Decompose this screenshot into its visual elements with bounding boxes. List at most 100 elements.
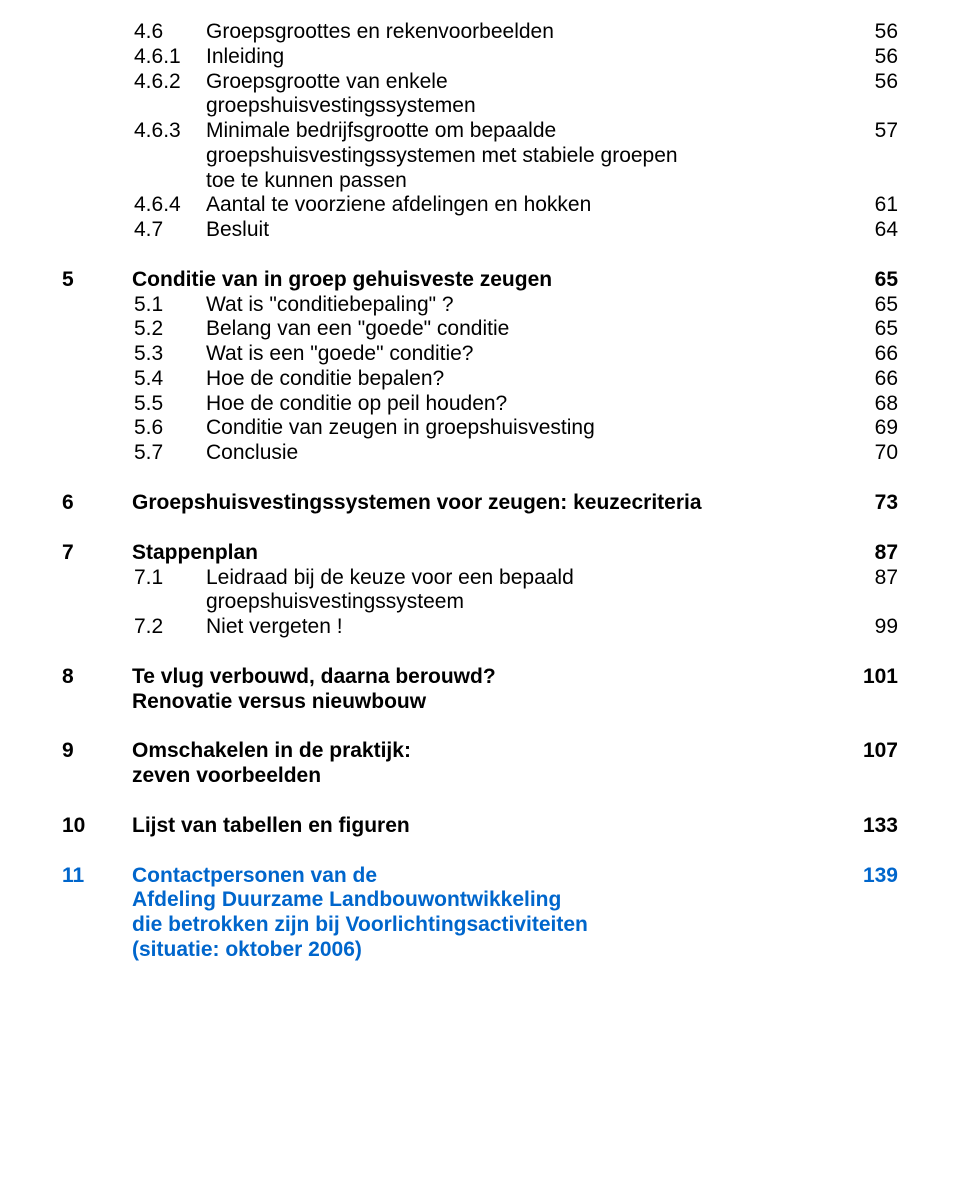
chapter-page: 107 xyxy=(856,739,898,764)
toc-chapter-cont: die betrokken zijn bij Voorlichtingsacti… xyxy=(62,913,898,938)
chapter-number: 5 xyxy=(62,268,132,293)
toc-entry: 5.5 Hoe de conditie op peil houden? 68 xyxy=(134,392,898,417)
entry-number: 4.6.2 xyxy=(134,70,206,95)
entry-number: 5.5 xyxy=(134,392,206,417)
toc-entry: 5.7 Conclusie 70 xyxy=(134,441,898,466)
toc-chapter: 7 Stappenplan 87 xyxy=(62,541,898,566)
chapter-number: 9 xyxy=(62,739,132,764)
chapter-title-cont: Afdeling Duurzame Landbouwontwikkeling xyxy=(132,888,856,913)
entry-number: 7.1 xyxy=(134,566,206,591)
toc-chapter: 8 Te vlug verbouwd, daarna berouwd? 101 xyxy=(62,665,898,690)
toc-entry-cont: groepshuisvestingssystemen met stabiele … xyxy=(134,144,898,169)
entry-title: Hoe de conditie bepalen? xyxy=(206,367,856,392)
entry-page: 56 xyxy=(856,70,898,95)
toc-entry: 4.6.1 Inleiding 56 xyxy=(134,45,898,70)
entry-title: Groepsgroottes en rekenvoorbeelden xyxy=(206,20,856,45)
entry-title: Niet vergeten ! xyxy=(206,615,856,640)
toc-entry: 5.3 Wat is een "goede" conditie? 66 xyxy=(134,342,898,367)
chapter-title: Lijst van tabellen en figuren xyxy=(132,814,856,839)
chapter-number: 7 xyxy=(62,541,132,566)
entry-title: Hoe de conditie op peil houden? xyxy=(206,392,856,417)
entry-title-cont: groepshuisvestingssysteem xyxy=(206,590,856,615)
chapter-title-cont: (situatie: oktober 2006) xyxy=(132,938,856,963)
entry-page: 56 xyxy=(856,20,898,45)
entry-number: 5.7 xyxy=(134,441,206,466)
entry-number: 5.4 xyxy=(134,367,206,392)
toc-entry: 4.6.4 Aantal te voorziene afdelingen en … xyxy=(134,193,898,218)
chapter-title-cont: Renovatie versus nieuwbouw xyxy=(132,690,856,715)
toc-entry: 5.4 Hoe de conditie bepalen? 66 xyxy=(134,367,898,392)
toc-entry: 7.2 Niet vergeten ! 99 xyxy=(134,615,898,640)
chapter-title-cont: zeven voorbeelden xyxy=(132,764,856,789)
chapter-title: Stappenplan xyxy=(132,541,856,566)
entry-number: 4.6 xyxy=(134,20,206,45)
entry-page: 56 xyxy=(856,45,898,70)
toc-entry-cont: groepshuisvestingssysteem xyxy=(134,590,898,615)
chapter-page: 73 xyxy=(856,491,898,516)
toc-entry: 4.6 Groepsgroottes en rekenvoorbeelden 5… xyxy=(134,20,898,45)
chapter-title: Conditie van in groep gehuisveste zeugen xyxy=(132,268,856,293)
chapter-page: 133 xyxy=(856,814,898,839)
entry-page: 61 xyxy=(856,193,898,218)
toc-entry: 7.1 Leidraad bij de keuze voor een bepaa… xyxy=(134,566,898,591)
entry-page: 57 xyxy=(856,119,898,144)
toc-chapter: 6 Groepshuisvestingssystemen voor zeugen… xyxy=(62,491,898,516)
entry-page: 65 xyxy=(856,293,898,318)
toc-chapter-cont: Afdeling Duurzame Landbouwontwikkeling xyxy=(62,888,898,913)
toc-entry: 4.7 Besluit 64 xyxy=(134,218,898,243)
toc-chapter: 5 Conditie van in groep gehuisveste zeug… xyxy=(62,268,898,293)
chapter-page: 101 xyxy=(856,665,898,690)
entry-title: Aantal te voorziene afdelingen en hokken xyxy=(206,193,856,218)
chapter-title: Contactpersonen van de xyxy=(132,864,856,889)
entry-title: Wat is een "goede" conditie? xyxy=(206,342,856,367)
chapter-number: 11 xyxy=(62,864,132,889)
entry-page: 69 xyxy=(856,416,898,441)
toc-entry-cont: toe te kunnen passen xyxy=(134,169,898,194)
entry-number: 4.6.1 xyxy=(134,45,206,70)
entry-title-cont: toe te kunnen passen xyxy=(206,169,856,194)
entry-page: 70 xyxy=(856,441,898,466)
chapter-page: 87 xyxy=(856,541,898,566)
entry-page: 68 xyxy=(856,392,898,417)
entry-title: Wat is "conditiebepaling" ? xyxy=(206,293,856,318)
toc-chapter-link[interactable]: 11 Contactpersonen van de 139 xyxy=(62,864,898,889)
chapter-page: 139 xyxy=(856,864,898,889)
entry-page: 66 xyxy=(856,342,898,367)
chapter-title: Omschakelen in de praktijk: xyxy=(132,739,856,764)
entry-page: 99 xyxy=(856,615,898,640)
entry-number: 5.1 xyxy=(134,293,206,318)
entry-title: Groepsgrootte van enkele xyxy=(206,70,856,95)
toc-entry: 5.2 Belang van een "goede" conditie 65 xyxy=(134,317,898,342)
toc-chapter-cont: zeven voorbeelden xyxy=(62,764,898,789)
toc-chapter: 9 Omschakelen in de praktijk: 107 xyxy=(62,739,898,764)
chapter-title: Te vlug verbouwd, daarna berouwd? xyxy=(132,665,856,690)
chapter-title: Groepshuisvestingssystemen voor zeugen: … xyxy=(132,491,856,516)
entry-title: Leidraad bij de keuze voor een bepaald xyxy=(206,566,856,591)
toc-chapter: 10 Lijst van tabellen en figuren 133 xyxy=(62,814,898,839)
entry-title: Besluit xyxy=(206,218,856,243)
chapter-page: 65 xyxy=(856,268,898,293)
entry-title-cont: groepshuisvestingssystemen met stabiele … xyxy=(206,144,856,169)
toc-entry-cont: groepshuisvestingssystemen xyxy=(134,94,898,119)
entry-title: Conclusie xyxy=(206,441,856,466)
chapter-number: 6 xyxy=(62,491,132,516)
entry-title-cont: groepshuisvestingssystemen xyxy=(206,94,856,119)
entry-number: 4.7 xyxy=(134,218,206,243)
entry-number: 5.2 xyxy=(134,317,206,342)
entry-title: Belang van een "goede" conditie xyxy=(206,317,856,342)
toc-entry: 4.6.3 Minimale bedrijfsgrootte om bepaal… xyxy=(134,119,898,144)
entry-page: 65 xyxy=(856,317,898,342)
entry-page: 87 xyxy=(856,566,898,591)
toc-entry: 4.6.2 Groepsgrootte van enkele 56 xyxy=(134,70,898,95)
chapter-number: 10 xyxy=(62,814,132,839)
toc-chapter-cont: (situatie: oktober 2006) xyxy=(62,938,898,963)
chapter-title-cont: die betrokken zijn bij Voorlichtingsacti… xyxy=(132,913,856,938)
toc-chapter-cont: Renovatie versus nieuwbouw xyxy=(62,690,898,715)
entry-title: Minimale bedrijfsgrootte om bepaalde xyxy=(206,119,856,144)
entry-page: 66 xyxy=(856,367,898,392)
entry-number: 4.6.3 xyxy=(134,119,206,144)
entry-title: Inleiding xyxy=(206,45,856,70)
toc-entry: 5.6 Conditie van zeugen in groepshuisves… xyxy=(134,416,898,441)
entry-page: 64 xyxy=(856,218,898,243)
entry-number: 7.2 xyxy=(134,615,206,640)
